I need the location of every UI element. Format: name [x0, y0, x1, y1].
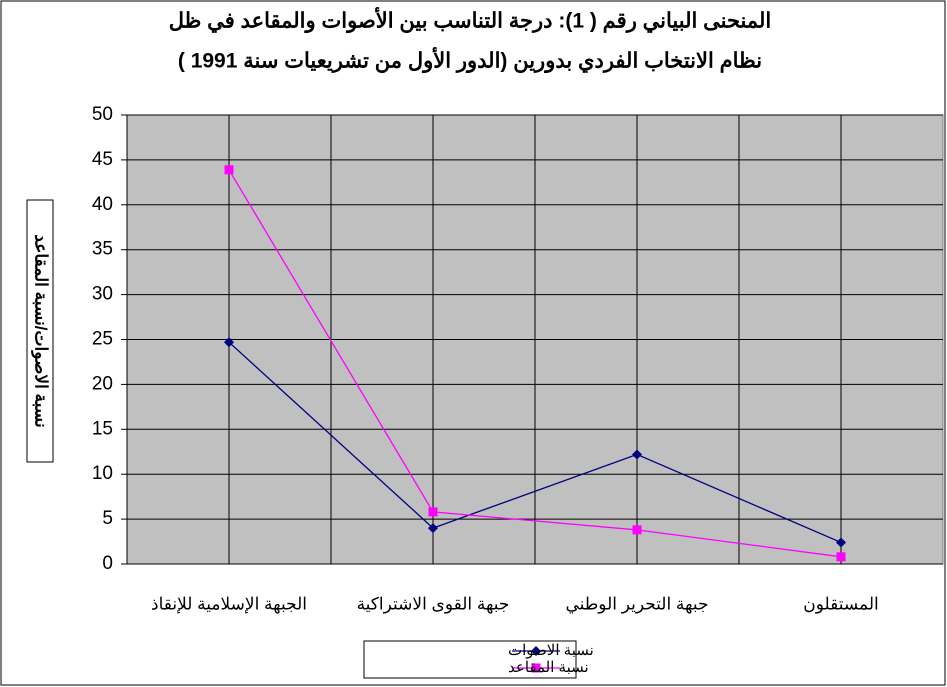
y-tick-label: 50	[92, 104, 113, 125]
x-tick-label: المستقلون	[803, 594, 879, 614]
point	[632, 449, 642, 460]
y-tick-label: 30	[92, 284, 113, 305]
point	[836, 537, 846, 548]
point	[836, 552, 846, 562]
x-tick-label: جبهة القوى الاشتراكية	[357, 594, 510, 614]
y-tick-label: 40	[92, 194, 113, 215]
y-tick-label: 0	[102, 553, 113, 574]
y-tick-label: 45	[92, 149, 113, 170]
y-axis-label: نسبة الاصوات/نسبة المقاعد	[31, 234, 51, 427]
x-tick-label: الجبهة الإسلامية للإنقاذ	[151, 594, 307, 614]
y-label-box	[26, 199, 54, 463]
series-line	[228, 169, 842, 558]
legend-label: نسبة المقاعد	[508, 659, 589, 676]
series-line	[228, 341, 842, 544]
point	[632, 525, 642, 535]
point	[531, 646, 541, 656]
y-tick-label: 15	[92, 418, 113, 439]
chart-title: نظام الانتخاب الفردي بدورين (الدور الأول…	[178, 47, 762, 74]
y-tick-label: 35	[92, 239, 113, 260]
chart-title: المنحنى البياني رقم ( 1): درجة التناسب ب…	[169, 7, 772, 34]
y-tick-label: 5	[102, 508, 113, 529]
point	[428, 523, 438, 534]
y-tick-label: 10	[92, 463, 113, 484]
y-tick-label: 25	[92, 329, 113, 350]
point	[531, 663, 541, 673]
legend	[363, 640, 577, 679]
point	[224, 337, 234, 348]
point	[224, 165, 234, 175]
y-tick-label: 20	[92, 373, 113, 394]
point	[428, 507, 438, 517]
x-tick-label: جبهة التحرير الوطني	[565, 594, 708, 614]
legend-label: نسبة الاصوات	[508, 642, 594, 659]
